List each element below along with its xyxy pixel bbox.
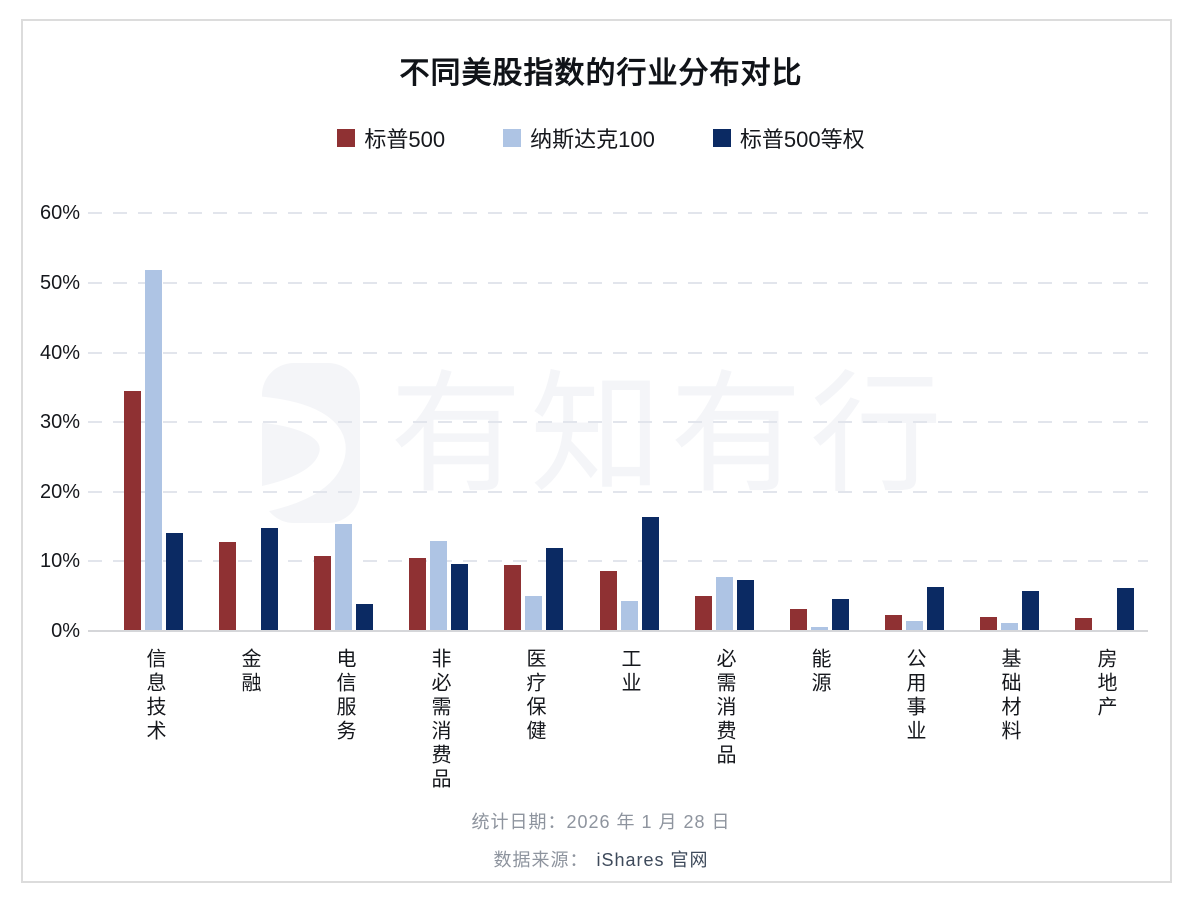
bar-标普500等权-能源 <box>832 599 849 630</box>
legend-label: 标普500 <box>364 127 446 152</box>
y-tick-label-0%: 0% <box>51 620 80 642</box>
legend-item-纳斯达克100: 纳斯达克100 <box>503 122 655 154</box>
bar-纳斯达克100-公用事业 <box>906 621 923 630</box>
x-category-label-公用事业: 公用事业 <box>903 648 925 744</box>
y-tick-label-20%: 20% <box>39 481 80 503</box>
bar-纳斯达克100-能源 <box>811 627 828 630</box>
bar-标普500-能源 <box>790 609 807 630</box>
bar-标普500-信息技术 <box>124 391 141 630</box>
bar-标普500等权-信息技术 <box>166 533 183 630</box>
bar-标普500等权-基础材料 <box>1022 591 1039 630</box>
bar-标普500-公用事业 <box>885 615 902 630</box>
bar-纳斯达克100-必需消费品 <box>716 577 733 630</box>
legend-item-标普500等权: 标普500等权 <box>712 122 865 154</box>
chart-card <box>21 19 1172 883</box>
gridline-50% <box>88 282 1148 284</box>
gridline-60% <box>88 212 1148 214</box>
bar-纳斯达克100-工业 <box>621 601 638 630</box>
bar-纳斯达克100-电信服务 <box>335 524 352 630</box>
bar-标普500等权-工业 <box>642 517 659 630</box>
legend-swatch-icon <box>712 129 731 147</box>
y-tick-label-10%: 10% <box>39 550 80 572</box>
x-category-label-医疗保健: 医疗保健 <box>523 648 545 744</box>
gridline-10% <box>88 560 1148 562</box>
bar-纳斯达克100-非必需消费品 <box>430 541 447 630</box>
gridline-30% <box>88 421 1148 423</box>
y-tick-label-50%: 50% <box>39 272 80 294</box>
bar-标普500-工业 <box>600 571 617 630</box>
bar-标普500等权-公用事业 <box>927 587 944 630</box>
bar-标普500-医疗保健 <box>504 565 521 630</box>
bar-标普500等权-必需消费品 <box>737 580 754 630</box>
stat-date: 统计日期：2026 年 1 月 28 日 <box>471 812 731 832</box>
legend-label: 标普500等权 <box>739 127 865 152</box>
y-tick-label-60%: 60% <box>39 202 80 224</box>
x-category-label-能源: 能源 <box>808 648 830 696</box>
page-title: 不同美股指数的行业分布对比 <box>399 57 803 90</box>
bar-标普500等权-房地产 <box>1117 588 1134 630</box>
bar-标普500等权-电信服务 <box>356 604 373 630</box>
bar-标普500-必需消费品 <box>695 596 712 630</box>
x-category-label-非必需消费品: 非必需消费品 <box>428 648 450 792</box>
watermark: 有知有行 <box>262 363 942 523</box>
x-category-label-金融: 金融 <box>238 648 260 696</box>
x-category-label-基础材料: 基础材料 <box>998 648 1020 744</box>
data-source-label: 数据来源： <box>493 850 589 870</box>
bar-纳斯达克100-信息技术 <box>145 270 162 630</box>
bar-标普500等权-金融 <box>261 528 278 630</box>
y-tick-label-30%: 30% <box>39 411 80 433</box>
bar-标普500-基础材料 <box>980 617 997 630</box>
bar-纳斯达克100-基础材料 <box>1001 623 1018 630</box>
legend-swatch-icon <box>337 129 356 147</box>
bar-标普500-金融 <box>219 542 236 630</box>
legend-label: 纳斯达克100 <box>530 127 655 152</box>
x-category-label-电信服务: 电信服务 <box>333 648 355 744</box>
bar-标普500等权-医疗保健 <box>546 548 563 630</box>
y-tick-label-40%: 40% <box>39 342 80 364</box>
x-category-label-工业: 工业 <box>618 648 640 696</box>
data-source-value: iShares 官网 <box>596 850 709 870</box>
x-category-label-房地产: 房地产 <box>1094 648 1116 720</box>
x-category-label-必需消费品: 必需消费品 <box>713 648 735 768</box>
legend-item-标普500: 标普500 <box>337 122 445 154</box>
bar-标普500-非必需消费品 <box>409 558 426 630</box>
gridline-20% <box>88 491 1148 493</box>
x-axis-line <box>88 630 1148 632</box>
bar-纳斯达克100-医疗保健 <box>525 596 542 630</box>
bar-标普500-房地产 <box>1075 618 1092 630</box>
gridline-40% <box>88 352 1148 354</box>
bar-标普500-电信服务 <box>314 556 331 630</box>
chart-legend: 标普500 纳斯达克100 标普500等权 <box>0 122 1202 154</box>
x-category-label-信息技术: 信息技术 <box>143 648 165 744</box>
legend-swatch-icon <box>503 129 522 147</box>
watermark-text: 有知有行 <box>390 361 950 508</box>
data-source: 数据来源： iShares 官网 <box>0 846 1202 872</box>
bar-标普500等权-非必需消费品 <box>451 564 468 630</box>
